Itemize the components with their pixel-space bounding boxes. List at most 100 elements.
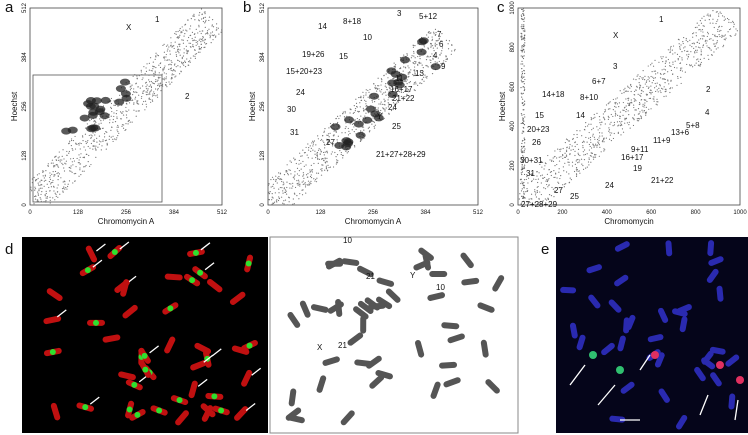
event-dot	[638, 118, 639, 119]
event-dot	[576, 134, 577, 135]
event-dot	[117, 125, 118, 126]
event-dot	[204, 22, 205, 23]
event-dot	[300, 156, 301, 157]
event-dot	[365, 92, 366, 93]
event-dot	[285, 200, 286, 201]
event-dot	[99, 140, 100, 141]
event-dot	[622, 115, 623, 116]
event-dot	[660, 85, 661, 86]
event-dot	[619, 121, 620, 122]
event-dot	[672, 61, 673, 62]
event-dot	[204, 12, 205, 13]
event-dot	[154, 93, 155, 94]
event-dot	[206, 43, 207, 44]
chromosome	[429, 271, 447, 277]
event-dot	[611, 140, 612, 141]
event-dot	[155, 67, 156, 68]
event-dot	[672, 87, 673, 88]
event-dot	[593, 134, 594, 135]
event-dot	[602, 141, 603, 142]
event-dot	[374, 122, 375, 123]
event-dot	[573, 134, 574, 135]
event-dot	[717, 19, 718, 20]
event-dot	[725, 39, 726, 40]
event-dot	[212, 39, 213, 40]
event-dot	[614, 124, 615, 125]
event-dot	[523, 121, 524, 122]
event-dot	[35, 195, 36, 196]
event-dot	[101, 149, 102, 150]
event-dot	[308, 181, 309, 182]
event-dot	[590, 146, 591, 147]
event-dot	[581, 159, 582, 160]
x-axis-label: Chromomycin A	[98, 217, 155, 226]
event-dot	[615, 114, 616, 115]
event-dot	[541, 167, 542, 168]
event-dot	[130, 86, 131, 87]
event-dot	[588, 124, 589, 125]
event-dot	[328, 167, 329, 168]
event-dot	[721, 13, 722, 14]
annotation: 27+28+29	[521, 200, 558, 209]
event-dot	[215, 36, 216, 37]
event-dot	[522, 71, 523, 72]
event-dot	[524, 31, 525, 32]
event-dot	[30, 189, 31, 190]
event-dot	[47, 196, 48, 197]
event-dot	[272, 203, 273, 204]
event-dot	[195, 54, 196, 55]
event-dot	[313, 143, 314, 144]
event-dot	[658, 91, 659, 92]
event-dot	[145, 86, 146, 87]
event-dot	[94, 134, 95, 135]
event-dot	[594, 154, 595, 155]
event-dot	[50, 202, 51, 203]
y-tick-label: 512	[22, 2, 28, 13]
event-dot	[663, 96, 664, 97]
x-tick-label: 0	[516, 210, 520, 216]
event-dot	[299, 175, 300, 176]
event-dot	[523, 123, 524, 124]
event-dot	[692, 66, 693, 67]
event-dot	[715, 43, 716, 44]
cluster	[344, 116, 354, 123]
event-dot	[562, 154, 563, 155]
event-dot	[121, 126, 122, 127]
event-dot	[724, 16, 725, 17]
event-dot	[597, 139, 598, 140]
event-dot	[179, 73, 180, 74]
event-dot	[712, 10, 713, 11]
event-dot	[79, 169, 80, 170]
event-dot	[523, 70, 524, 71]
event-dot	[665, 90, 666, 91]
event-dot	[420, 62, 421, 63]
event-dot	[46, 191, 47, 192]
event-dot	[697, 50, 698, 51]
event-dot	[117, 127, 118, 128]
event-dot	[578, 171, 579, 172]
signal	[716, 361, 724, 369]
event-dot	[175, 41, 176, 42]
event-dot	[68, 184, 69, 185]
event-dot	[712, 19, 713, 20]
event-dot	[606, 138, 607, 139]
event-dot	[321, 175, 322, 176]
event-dot	[326, 135, 327, 136]
event-dot	[395, 66, 396, 67]
event-dot	[311, 142, 312, 143]
event-dot	[668, 83, 669, 84]
event-dot	[147, 84, 148, 85]
event-dot	[704, 36, 705, 37]
event-dot	[321, 164, 322, 165]
event-dot	[164, 65, 165, 66]
event-dot	[309, 182, 310, 183]
event-dot	[278, 192, 279, 193]
event-dot	[523, 187, 524, 188]
event-dot	[524, 89, 525, 90]
event-dot	[523, 58, 524, 59]
event-dot	[112, 136, 113, 137]
event-dot	[702, 31, 703, 32]
signal	[246, 260, 252, 266]
event-dot	[174, 76, 175, 77]
event-dot	[49, 177, 50, 178]
